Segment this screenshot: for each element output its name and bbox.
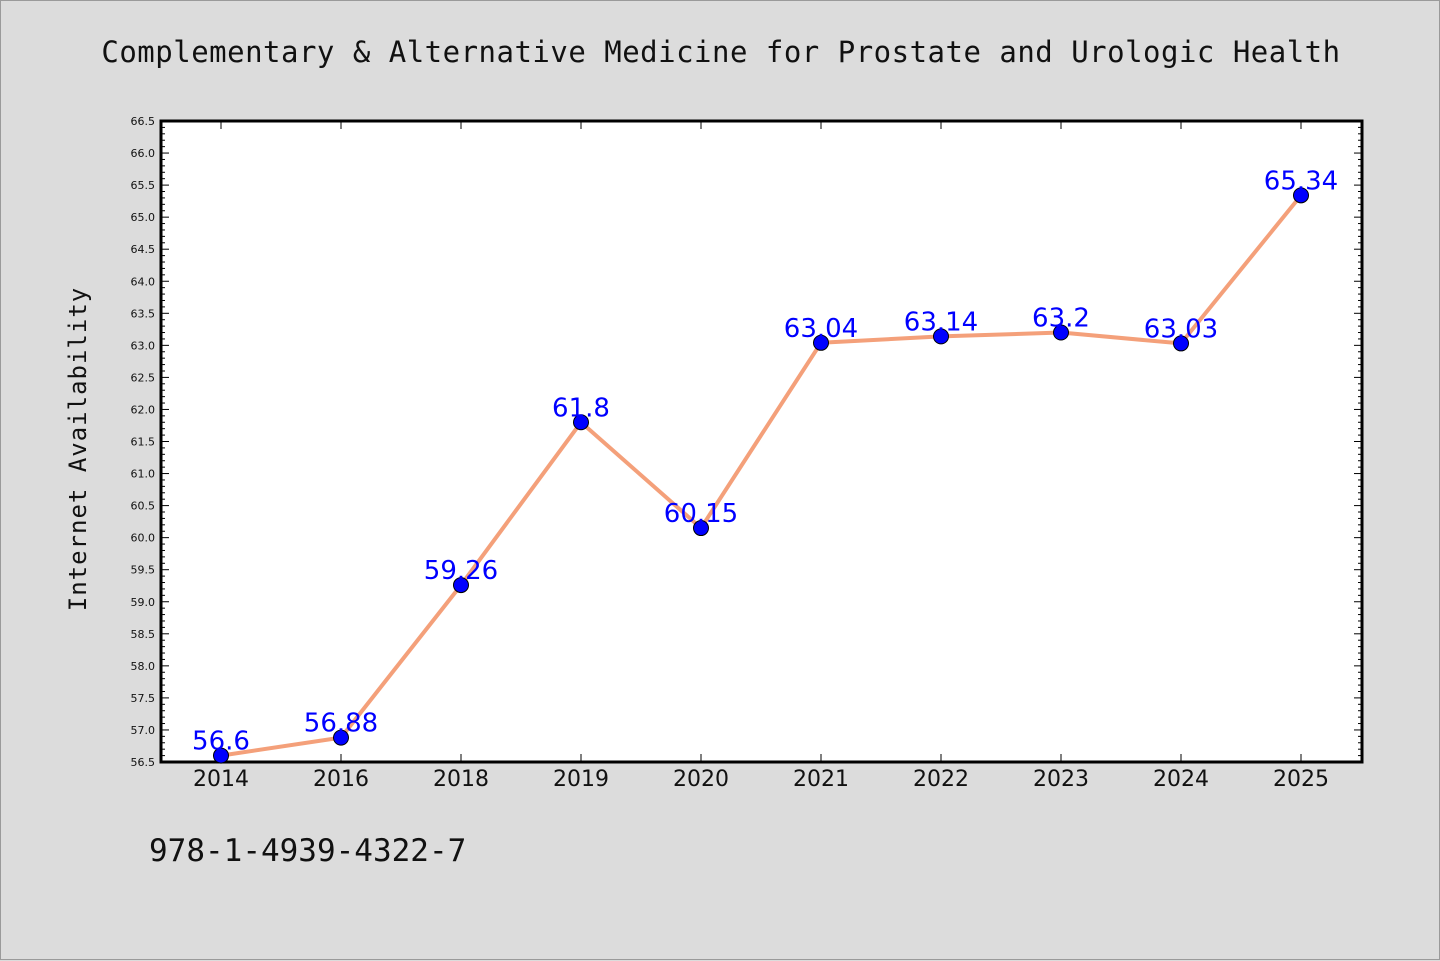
data-point: [1053, 324, 1069, 341]
y-tick-label: 64.5: [131, 243, 156, 256]
data-label: 56.6: [192, 727, 250, 757]
data-point: [1293, 187, 1309, 204]
y-axis: 56.5 57.0 57.5 58.0 58.5 59.0 59.5 60.0 60.5 61.0…: [131, 115, 1362, 769]
y-tick-label: 62.0: [131, 403, 156, 416]
plot-area: [159, 119, 1364, 764]
x-tick-label: 2019: [553, 767, 609, 792]
y-tick-label: 63.0: [131, 339, 156, 352]
y-tick-label: 60.0: [131, 532, 156, 545]
data-label: 63.14: [904, 307, 978, 337]
y-tick-label: 64.0: [131, 275, 156, 288]
data-point: [813, 334, 829, 351]
data-label: 56.88: [304, 709, 378, 739]
x-tick-label: 2021: [793, 767, 849, 792]
y-tick-label: 62.5: [131, 371, 156, 384]
y-tick-label: 59.5: [131, 564, 156, 577]
y-tick-label: 56.5: [131, 756, 156, 769]
y-tick-label: 63.5: [131, 307, 156, 320]
data-point: [573, 414, 589, 431]
y-tick-label: 58.5: [131, 628, 156, 641]
series-line: [220, 194, 1303, 758]
data-label: 59.26: [424, 556, 498, 586]
y-tick-label: 57.5: [131, 692, 156, 705]
y-tick-label: 59.0: [131, 596, 156, 609]
data-point: [933, 328, 949, 345]
y-tick-label: 66.5: [131, 115, 156, 128]
data-label: 63.03: [1144, 314, 1218, 344]
x-tick-label: 2024: [1153, 767, 1209, 792]
data-label: 61.8: [552, 393, 610, 423]
y-tick-label: 61.0: [131, 468, 156, 481]
data-label: 60.15: [664, 499, 738, 529]
x-tick-label: 2020: [673, 767, 729, 792]
y-tick-label: 66.0: [131, 147, 156, 160]
y-tick-label: 65.5: [131, 179, 156, 192]
x-tick-label: 2018: [433, 767, 489, 792]
x-tick-label: 2023: [1033, 767, 1089, 792]
x-axis: 2014 2016 2018 2019 2020 2021 2022 2023 2024 2025: [193, 121, 1329, 792]
data-point: [333, 729, 349, 746]
x-tick-label: 2014: [193, 767, 249, 792]
data-label: 63.04: [784, 314, 858, 344]
data-point: [693, 520, 709, 537]
y-tick-label: 58.0: [131, 660, 156, 673]
y-tick-label: 61.5: [131, 436, 156, 449]
x-tick-label: 2016: [313, 767, 369, 792]
y-tick-label: 65.0: [131, 211, 156, 224]
x-tick-label: 2022: [913, 767, 969, 792]
data-point: [1173, 335, 1189, 352]
data-label: 63.2: [1032, 304, 1090, 334]
y-tick-label: 57.0: [131, 724, 156, 737]
y-tick-label: 60.5: [131, 500, 156, 513]
x-tick-label: 2025: [1273, 767, 1329, 792]
chart-title: Complementary & Alternative Medicine for…: [101, 35, 1341, 69]
footer-code: 978-1-4939-4322-7: [149, 833, 467, 869]
data-point: [453, 577, 469, 594]
data-label: 65.34: [1264, 166, 1338, 196]
series-internet-availability: 56.6 56.88 59.26 61.8 60.15 63.04 63.14 63.2 63.…: [192, 166, 1338, 764]
y-axis-label: Internet Availability: [64, 287, 92, 611]
data-point: [213, 747, 229, 764]
